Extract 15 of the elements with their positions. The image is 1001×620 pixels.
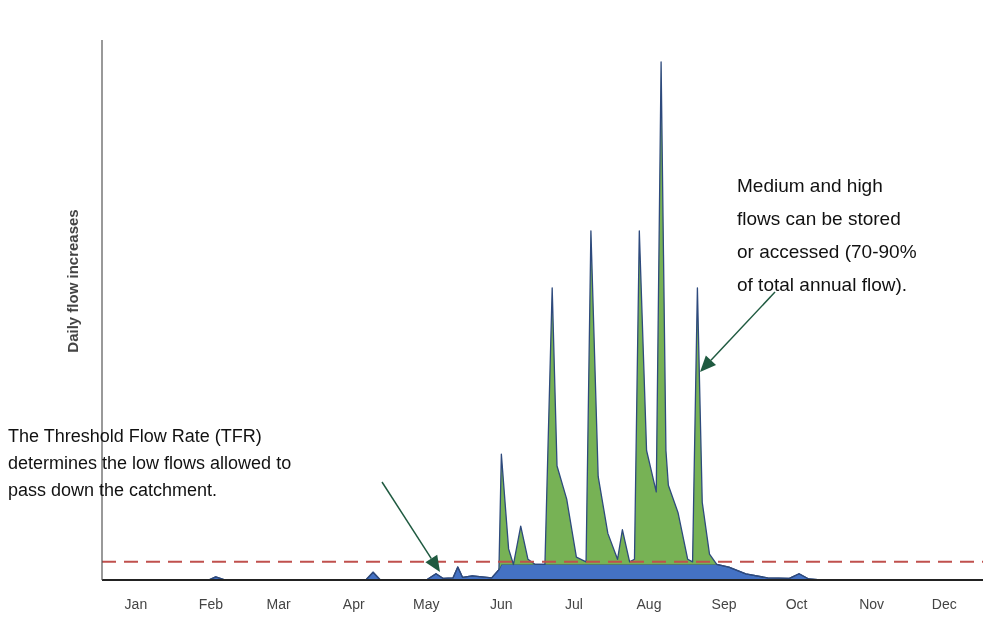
- x-tick-label: Aug: [636, 596, 662, 612]
- x-tick-label: Feb: [198, 596, 224, 612]
- annotation: Medium and high flows can be stored or accessed (70-90% of total annual flow).: [737, 175, 917, 295]
- x-tick-label: Dec: [931, 596, 957, 612]
- y-axis-title: Daily flow increases: [64, 209, 81, 353]
- x-tick-label: Oct: [785, 596, 808, 612]
- x-tick-label: Apr: [342, 596, 365, 612]
- x-tick-label: Sep: [711, 596, 737, 612]
- x-tick-label: Mar: [266, 596, 292, 612]
- x-tick-label: Jul: [565, 596, 583, 612]
- annotation: The Threshold Flow Rate (TFR) determines the low flows allowed to pass down the catchment.: [8, 426, 292, 500]
- x-tick-label: Jun: [490, 596, 513, 612]
- x-tick-label: Jan: [124, 596, 148, 612]
- x-tick-label: May: [413, 596, 440, 612]
- x-tick-label: Nov: [859, 596, 885, 612]
